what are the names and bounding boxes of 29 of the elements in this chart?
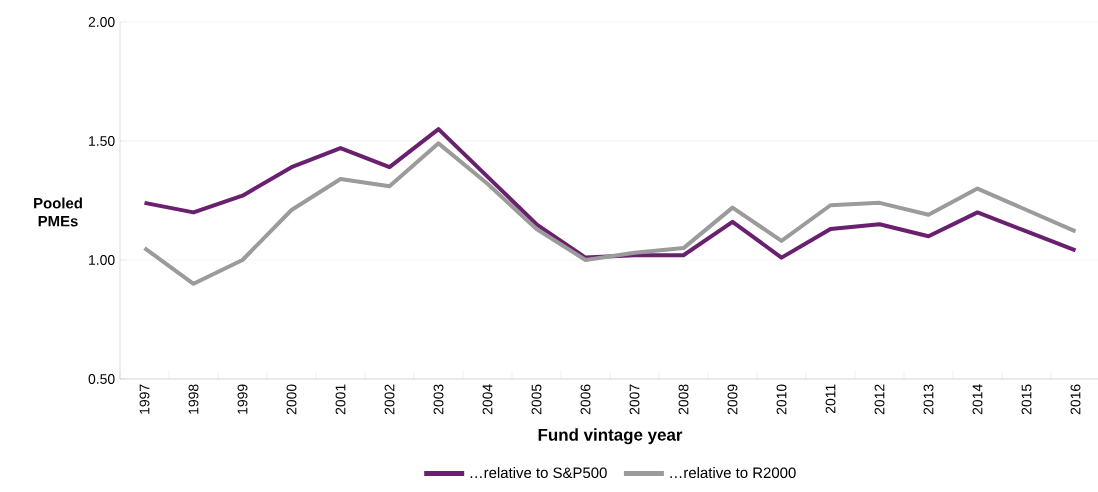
- x-tick-label: 2011: [825, 384, 836, 414]
- legend-label: …relative to S&P500: [470, 467, 607, 479]
- x-tick-label: 2000: [286, 384, 297, 415]
- x-tick-label: 2001: [335, 384, 346, 415]
- x-tick-label: 2004: [482, 384, 493, 415]
- x-axis-title: Fund vintage year: [538, 428, 683, 445]
- y-axis-title: Pooled PMEs: [34, 197, 82, 227]
- y-tick-label: 1.50: [89, 136, 115, 146]
- x-tick-label: 2013: [923, 384, 934, 415]
- x-tick-label: 1999: [237, 384, 248, 414]
- y-tick-label: 1.00: [89, 255, 115, 265]
- x-tick-label: 2012: [874, 384, 885, 415]
- x-tick-label: 2010: [776, 384, 787, 415]
- line-series: [142, 141, 1078, 286]
- x-tick-label: 2008: [678, 384, 689, 415]
- x-tick-label: 2015: [1021, 384, 1032, 415]
- x-tick-label: 1997: [139, 384, 150, 414]
- legend-label: …relative to R2000: [670, 467, 796, 479]
- x-tick-label: 2006: [580, 384, 591, 415]
- x-tick-label: 2003: [433, 384, 444, 415]
- x-tick-label: 2014: [972, 384, 983, 415]
- x-tick-label: 2016: [1070, 384, 1081, 415]
- x-tick-label: 2007: [629, 384, 640, 415]
- x-tick-label: 2009: [727, 384, 738, 415]
- y-tick-label: 2.00: [88, 17, 115, 27]
- x-tick-label: 2005: [531, 384, 542, 415]
- y-tick-label: 0.50: [88, 374, 115, 384]
- x-tick-label: 2002: [384, 384, 395, 415]
- x-tick-label: 1998: [188, 384, 199, 414]
